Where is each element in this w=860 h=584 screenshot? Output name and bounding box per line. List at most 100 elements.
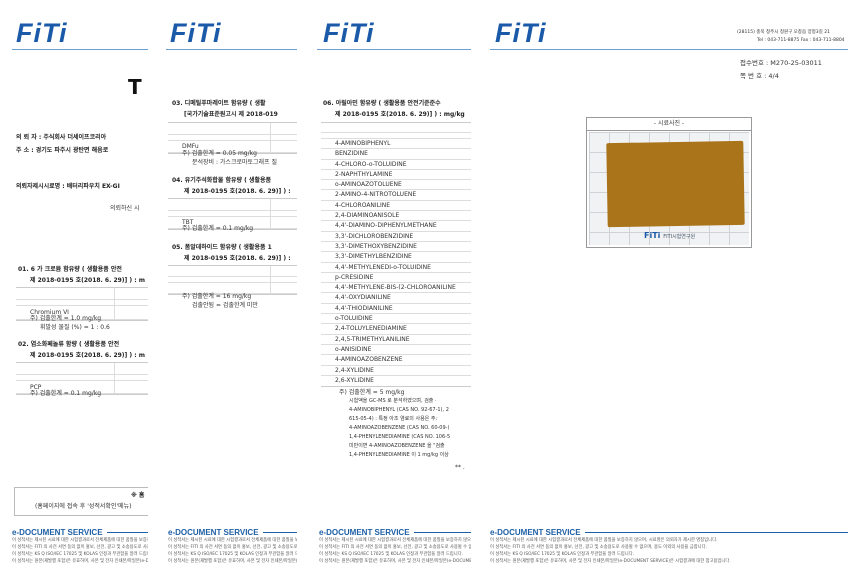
table-row: 3,3'-DIMETHYLBENZIDINE <box>321 252 471 263</box>
table-row: 2-AMINO-4-NITROTOLUENE <box>321 190 471 201</box>
edoc-rule <box>262 532 297 533</box>
section-06-note: 시험액을 GC-MS 로 분석하였으며, 검출 · <box>349 398 437 404</box>
lab-address: (28115) 충북 청주시 청원구 오창읍 양청3길 21 <box>737 30 830 35</box>
receipt-number: 접수번호 : M270-25-03011 <box>740 59 822 67</box>
request-text: 의뢰하신 시 <box>110 205 140 212</box>
edoc-line: 이 성적서는 제시된 시료에 대한 시험결과로서 전체제품에 대한 품질을 보증… <box>490 538 718 543</box>
section-06-notes: 주) 검출한계 = 5 mg/kg 시험액을 GC-MS 로 분석하였으며, 검출… <box>339 388 450 460</box>
edoc-rule <box>584 532 848 533</box>
edoc-footer: e-DOCUMENT SERVICE 이 성적서는 제시된 시료에 대한 시험결… <box>490 528 848 565</box>
table-row: TBT <box>168 217 297 229</box>
edoc-line: 이 성적서는 KS Q ISO/IEC 17025 및 KOLAS 인정과 무관… <box>12 552 148 557</box>
table-header-row <box>16 375 148 381</box>
section-04-note: 주) 검출한계 = 0.1 mg/kg <box>182 225 254 232</box>
table-row: Chromium VI <box>16 306 148 320</box>
fiti-logo: FiTi <box>323 18 375 48</box>
table-row: 4,4'-DIAMINO-DIPHENYLMETHANE <box>321 221 471 232</box>
section-04-title: 04. 유기주석화합물 함유량 ( 생활용품 <box>172 177 272 184</box>
section-06-note: 4-AMINOBIPHENYL (CAS NO. 92-67-1), 2 <box>349 407 449 413</box>
table-row: 3,3'-DICHLOROBENZIDINE <box>321 232 471 242</box>
edoc-title: e-DOCUMENT SERVICE <box>12 528 103 537</box>
notice-mark: ※ 홈 <box>131 492 145 499</box>
sample-photo: FiTi FITI시험연구원 <box>589 132 749 245</box>
table-header-row <box>16 288 148 300</box>
verification-notice-box: ※ 홈 (홈페이지에 접속 후 '성적서확인'메뉴) <box>14 487 148 516</box>
table-row: 4,4'-THIODIANILINE <box>321 304 471 315</box>
edoc-line: 이 성적서는 KS Q ISO/IEC 17025 및 KOLAS 인정과 무관… <box>319 552 464 557</box>
report-page-1: FiTi T 의 뢰 자 : 주식회사 더세이프코리아 주 소 : 경기도 파주… <box>0 0 148 584</box>
section-03-table: DMFu <box>168 122 297 154</box>
table-divider <box>270 266 271 294</box>
section-06-note: 1,4-PHENYLENEDIAMINE 이 1 mg/kg 이상 <box>349 452 449 458</box>
section-02-title: 02. 염소화페놀류 함량 ( 생활용품 안전 <box>18 341 120 348</box>
edoc-title: e-DOCUMENT SERVICE <box>319 528 410 537</box>
edoc-footer: e-DOCUMENT SERVICE 이 성적서는 제시된 시료에 대한 시험결… <box>319 528 471 565</box>
section-06-note: 미만이면 4-AMINOAZOBENZENE 을 "검출 <box>349 443 445 449</box>
address-field: 주 소 : 경기도 파주시 광탄면 해음로 <box>16 147 109 154</box>
section-06-note: 4-AMINOAZOBENZENE (CAS NO. 60-09-) <box>349 425 450 431</box>
table-header-row <box>168 135 297 141</box>
section-06-note: 615-05-4) : 특정 아조 염료의 사용은 주: <box>349 416 438 422</box>
table-row: 4-CHLOROANILINE <box>321 201 471 212</box>
edoc-footer: e-DOCUMENT SERVICE 이 성적서는 제시된 시료에 대한 시험결… <box>12 528 148 565</box>
table-row: 3,3'-DIMETHOXYBENZIDINE <box>321 242 471 253</box>
report-page-3: FiTi 06. 아릴아민 함유량 ( 생활용품 안전기준준수 제 2018-0… <box>313 0 471 584</box>
table-header-row <box>168 266 297 277</box>
section-01-note: 주) 검출한계 = 1.0 mg/kg <box>30 315 102 322</box>
table-row: 2,4,5-TRIMETHYLANILINE <box>321 335 471 345</box>
table-row <box>168 283 297 294</box>
table-row: PCP <box>16 381 148 394</box>
section-01-note: 휘발성 물질 (%) = 1 : 0.6 <box>40 324 110 331</box>
edoc-line: 이 성적서는 원본(재발행 포함)은 유효하며, 사본 및 전자 인쇄본/파일본… <box>319 559 471 564</box>
report-page-2: FiTi 03. 디메틸푸마레이트 함유량 ( 생활 [국가기술표준원고시 제 … <box>160 0 297 584</box>
report-title: T <box>128 75 142 99</box>
table-divider <box>114 288 115 320</box>
table-row: BENZIDINE <box>321 149 471 160</box>
photo-watermark: FiTi FITI시험연구원 <box>644 231 696 241</box>
table-row: 2,4-DIAMINOANISOLE <box>321 211 471 222</box>
table-divider <box>270 199 271 229</box>
section-06-note: 주) 검출한계 = 5 mg/kg <box>339 389 405 396</box>
notice-text: (홈페이지에 접속 후 '성적서확인'메뉴) <box>35 503 132 510</box>
table-row: 4,4'-METHYLENEDI-o-TOLUIDINE <box>321 263 471 273</box>
table-row: p-CRESIDINE <box>321 273 471 284</box>
report-page-4: FiTi (28115) 충북 청주시 청원구 오창읍 양청3길 21 Tel … <box>485 0 860 584</box>
section-02-table: PCP <box>16 362 148 395</box>
header-rule <box>317 49 471 50</box>
sample-photo-frame: - 시료사진 - FiTi FITI시험연구원 <box>586 117 752 248</box>
sample-fabric <box>606 140 745 228</box>
edoc-line: 이 성적서는 FITI 의 사전 서면 동의 없이 홍보, 선전, 광고 및 소… <box>168 545 297 550</box>
table-header-row <box>16 300 148 306</box>
page-number: 쪽 번 호 : 4/4 <box>740 72 779 80</box>
section-03-note: 분석장비 : 가스크로마토그래프 질 <box>192 159 278 166</box>
table-header-row <box>321 133 471 139</box>
table-row: 2,4-XYLIDINE <box>321 366 471 376</box>
section-01-standard: 제 2018-0195 호(2018. 6. 29)] ) : m <box>30 277 145 284</box>
section-05-table <box>168 265 297 295</box>
section-06-standard: 제 2018-0195 호(2018. 6. 29)] ) : mg/kg <box>335 111 465 118</box>
table-row: o-AMINOAZOTOLUENE <box>321 180 471 191</box>
section-05-note: 주) 검출한계 = 16 mg/kg <box>182 293 252 300</box>
section-03-note: 주) 검출한계 = 0.05 mg/kg <box>182 150 257 157</box>
section-02-note: 주) 검출한계 = 0.1 mg/kg <box>30 390 102 397</box>
table-divider <box>114 363 115 394</box>
table-header-row <box>168 277 297 283</box>
edoc-line: 이 성적서는 KS Q ISO/IEC 17025 및 KOLAS 인정과 무관… <box>490 552 635 557</box>
table-row: 2,4-TOLUYLENEDIAMINE <box>321 324 471 335</box>
edoc-line: 이 성적서는 제시된 시료에 대한 시험결과로서 전체제품에 대한 품질을 보증… <box>319 538 471 543</box>
photo-caption: - 시료사진 - <box>587 118 751 131</box>
table-row: 4-CHLORO-o-TOLUIDINE <box>321 160 471 170</box>
section-03-title: 03. 디메틸푸마레이트 함유량 ( 생활 <box>172 100 266 107</box>
edoc-line: 이 성적서는 FITI 의 사전 서면 동의 없이 홍보, 선전, 광고 및 소… <box>490 545 707 550</box>
edoc-rule <box>413 532 471 533</box>
section-05-title: 05. 폼알데하이드 함유량 ( 생활용품 1 <box>172 244 272 251</box>
edoc-line: 이 성적서는 FITI 의 사전 서면 동의 없이 홍보, 선전, 광고 및 소… <box>319 545 471 550</box>
edoc-rule <box>106 532 148 533</box>
fiti-logo: FiTi <box>170 18 222 48</box>
header-rule <box>166 49 297 50</box>
edoc-footer: e-DOCUMENT SERVICE 이 성적서는 제시된 시료에 대한 시험결… <box>168 528 297 565</box>
header-rule <box>490 49 848 50</box>
section-03-standard: [국가기술표준원고시 제 2018-019 <box>184 111 278 118</box>
section-06-title: 06. 아릴아민 함유량 ( 생활용품 안전기준준수 <box>323 100 441 107</box>
lab-contact: Tel : 043-711-8875 Fax : 043-711-8804 <box>757 38 845 43</box>
